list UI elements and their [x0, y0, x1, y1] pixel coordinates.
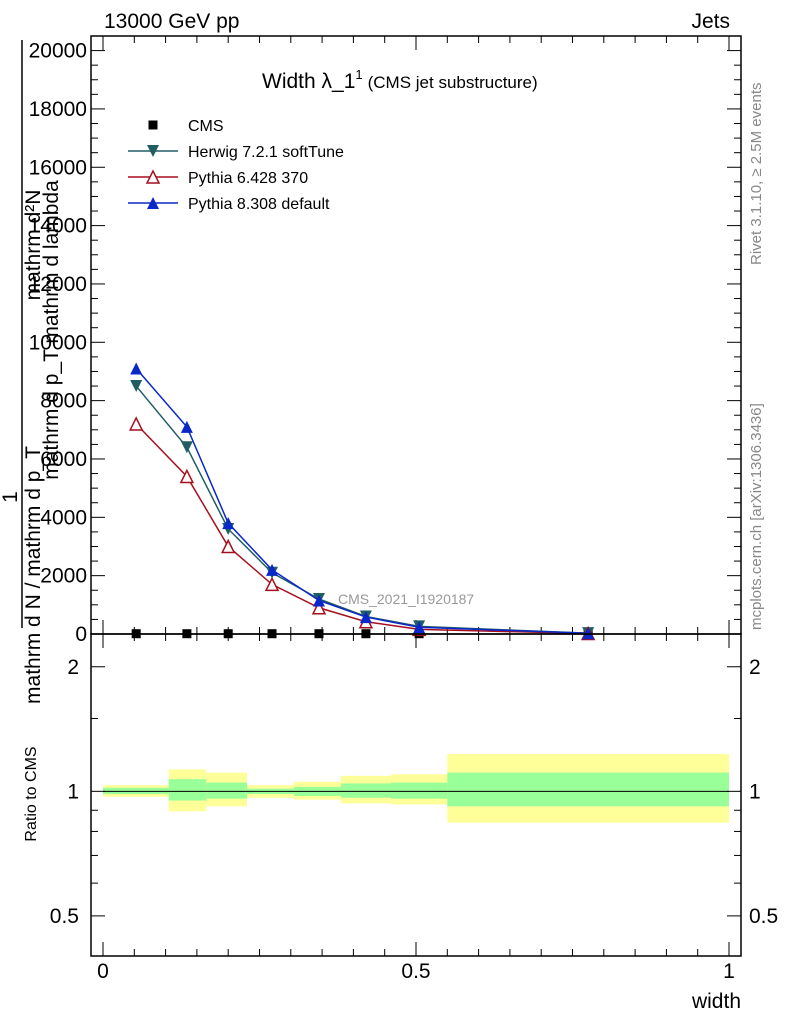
- pythia6-point: [220, 538, 236, 554]
- main-axes: 0 2000 4000 6000 8000 10000 12000 14000 16000 180…: [29, 36, 741, 646]
- y-tick-label: 10000: [29, 331, 87, 354]
- legend-marker-pythia8: [147, 197, 159, 209]
- y-tick-label: 0: [75, 623, 87, 646]
- ratio-frame: [90, 633, 742, 957]
- pythia8-line: [135, 368, 589, 635]
- y-tick-label: 12000: [29, 273, 87, 296]
- ratio-y-tick-label-right: 0.5: [749, 905, 778, 928]
- pythia8-point: [359, 611, 372, 624]
- legend-label-pythia6: Pythia 6.428 370: [188, 170, 308, 187]
- legend-marker-pythia6: [145, 169, 161, 184]
- ylabel-numerator-lower: mathrm d p_T mathrm d lambda: [40, 180, 63, 480]
- herwig-point: [130, 380, 143, 393]
- y-tick-label: 16000: [29, 156, 87, 179]
- y-tick-label: 6000: [40, 448, 87, 471]
- pythia8-point: [130, 362, 143, 375]
- x-tick-label: 0.5: [401, 960, 430, 983]
- pythia8-point: [312, 594, 325, 607]
- legend: CMS Herwig 7.2.1 softTune Pythia 6.428 370…: [128, 118, 344, 213]
- pythia6-point: [311, 600, 327, 615]
- ylabel-prefix: 1: [0, 491, 22, 503]
- ratio-inner-band: [340, 783, 391, 798]
- y-tick-label: 2000: [40, 565, 87, 588]
- y-tick-label: 4000: [40, 506, 87, 529]
- herwig-point: [180, 441, 193, 454]
- ylabel-denominator: mathrm d N / mathrm d p_T: [22, 446, 45, 704]
- legend-marker-cms: [148, 120, 158, 130]
- legend-label-cms: CMS: [188, 118, 224, 135]
- ratio-inner-band: [168, 779, 207, 801]
- y-tick-label: 8000: [40, 390, 87, 413]
- pythia6-point: [128, 416, 144, 431]
- x-tick-label: 1: [723, 960, 735, 983]
- ratio-y-tick-label: 2: [67, 656, 79, 679]
- ylabel-numerator: mathrm d²N: [22, 190, 45, 301]
- ratio-y-tick-label-right: 1: [749, 780, 761, 803]
- y-tick-label: 18000: [29, 98, 87, 121]
- ratio-bands: [103, 754, 729, 823]
- ratio-inner-band: [390, 782, 448, 799]
- pythia8-point: [180, 420, 193, 433]
- chart-title: Width λ_11 (CMS jet substructure): [262, 67, 538, 93]
- rivet-label: Rivet 3.1.10, ≥ 2.5M events: [748, 83, 765, 266]
- y-tick-label: 14000: [29, 215, 87, 238]
- pythia6-point: [264, 576, 280, 592]
- ratio-y-tick-label: 0.5: [50, 905, 79, 928]
- legend-marker-herwig: [147, 145, 159, 157]
- pythia8-point: [266, 563, 279, 576]
- pythia8-point: [222, 517, 235, 530]
- ratio-ylabel: Ratio to CMS: [23, 746, 40, 841]
- pythia8-point: [413, 621, 426, 634]
- legend-label-herwig: Herwig 7.2.1 softTune: [188, 144, 344, 161]
- pythia6-point: [179, 468, 195, 484]
- y-tick-label: 20000: [29, 40, 87, 63]
- x-axis-label: width: [691, 990, 741, 1013]
- ratio-inner-band: [447, 772, 729, 807]
- pythia6-line: [135, 423, 589, 635]
- ratio-y-tick-label-right: 2: [749, 656, 761, 679]
- ratio-axes: 0.5 0.5 1 1 2 2 0 0.5 1: [50, 634, 778, 983]
- ratio-y-tick-label: 1: [67, 780, 79, 803]
- main-ylabel: mathrm d²N mathrm d p_T mathrm d lambda …: [0, 40, 63, 704]
- mcplots-label: mcplots.cern.ch [arXiv:1306.3436]: [748, 403, 765, 630]
- legend-label-pythia8: Pythia 8.308 default: [188, 196, 330, 213]
- x-tick-label: 0: [97, 960, 109, 983]
- category-label: Jets: [691, 10, 730, 33]
- collision-label: 13000 GeV pp: [104, 10, 239, 33]
- analysis-watermark: CMS_2021_I1920187: [338, 591, 474, 607]
- ratio-inner-band: [206, 782, 247, 799]
